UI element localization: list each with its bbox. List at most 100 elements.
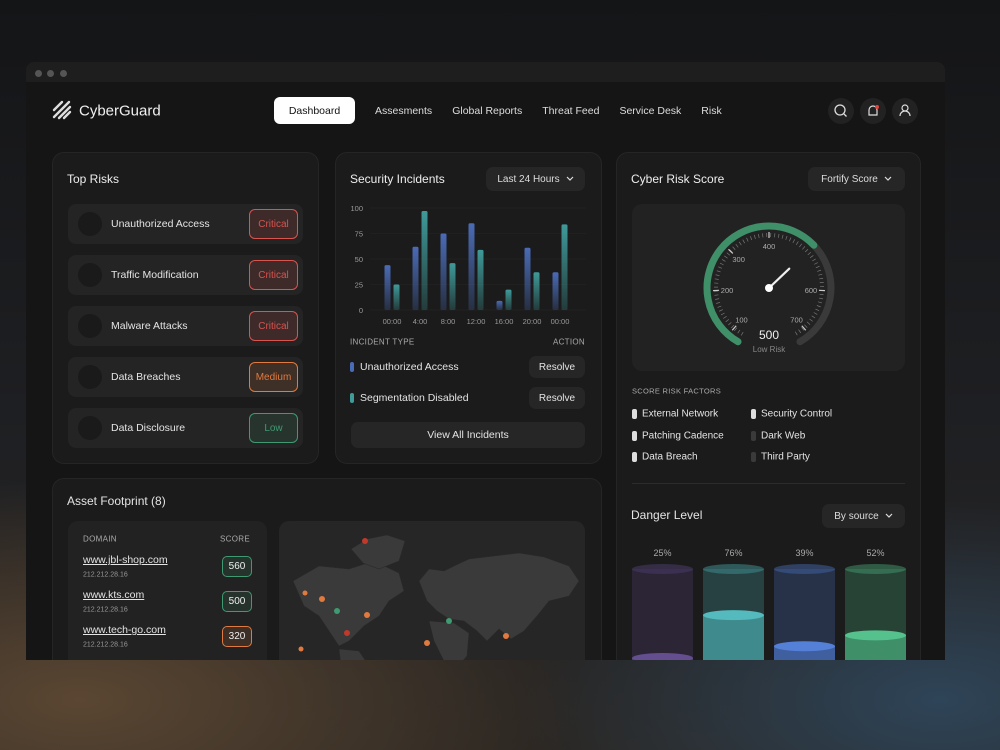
bar <box>468 223 475 310</box>
nav-item[interactable]: Service Desk <box>619 104 682 117</box>
ip: 212.212.28.16 <box>83 606 128 614</box>
needle-hub <box>765 284 773 292</box>
nav-bar: Dashboard Assesments Global Reports Threat … <box>274 97 722 124</box>
nav-item[interactable]: Risk <box>701 104 722 117</box>
percent-label: 52% <box>866 548 884 558</box>
view-all-button[interactable]: View All Incidents <box>351 422 585 448</box>
x-tick-label: 00:00 <box>383 317 402 326</box>
risk-item: Traffic Modification Critical <box>68 255 303 295</box>
bar <box>449 263 456 310</box>
search-button[interactable] <box>828 98 854 124</box>
risk-item: Data Disclosure Low <box>68 408 303 448</box>
danger-bar <box>703 615 764 660</box>
window-dot[interactable] <box>47 70 54 77</box>
x-tick-label: 8:00 <box>441 317 456 326</box>
factor-indicator <box>751 430 756 441</box>
risk-badge: Critical <box>249 260 298 290</box>
user-icon <box>899 104 911 117</box>
search-icon <box>834 104 847 117</box>
cylinder-top <box>703 564 764 574</box>
bar <box>477 249 484 310</box>
cylinder <box>632 569 693 660</box>
bar <box>421 211 428 310</box>
domain[interactable]: www.tech-go.com <box>83 624 166 636</box>
panel-title: Cyber Risk Score <box>631 172 725 186</box>
gauge-arc <box>703 222 818 346</box>
risk-item: Data Breaches Medium <box>68 357 303 397</box>
risk-icon <box>78 212 102 236</box>
resolve-button[interactable]: Resolve <box>529 387 585 409</box>
panel-title: Security Incidents <box>350 172 445 186</box>
gauge-needle <box>767 267 791 290</box>
title-bar <box>26 62 945 82</box>
x-tick-label: 16:00 <box>495 317 514 326</box>
column-header: INCIDENT TYPE <box>350 337 415 347</box>
chevron <box>885 513 893 518</box>
factor-label: External Network <box>642 408 719 420</box>
gauge: 100 200 300 400 600 700 500 Low Risk <box>703 222 835 354</box>
bar <box>561 224 568 310</box>
panel-title: Top Risks <box>67 172 120 186</box>
world-map <box>292 534 580 660</box>
notification-button[interactable] <box>860 98 886 124</box>
bar <box>505 289 512 310</box>
column-header: ACTION <box>552 337 585 347</box>
gauge-tick-label: 600 <box>805 286 818 295</box>
gauge-tick-label: 100 <box>735 316 748 325</box>
profile-button[interactable] <box>892 98 918 124</box>
score-badge: 560 <box>222 556 252 577</box>
bar <box>384 265 391 310</box>
risk-label: Unauthorized Access <box>111 218 210 230</box>
ip: 212.212.28.16 <box>83 641 128 649</box>
y-tick-label: 0 <box>359 306 363 315</box>
percent-label: 76% <box>724 548 742 558</box>
nav-item[interactable]: Global Reports <box>452 104 523 117</box>
bell-icon <box>868 105 879 116</box>
top-risks-panel: Top Risks Unauthorized Access Critical Tra… <box>52 152 319 464</box>
factor-label: Third Party <box>761 451 810 463</box>
bar <box>533 272 540 310</box>
divider <box>632 483 905 484</box>
percent-label: 39% <box>795 548 813 558</box>
bar <box>440 233 447 310</box>
resolve-button[interactable]: Resolve <box>529 356 585 378</box>
domain[interactable]: www.jbl-shop.com <box>83 554 168 566</box>
panel-title: Asset Footprint (8) <box>67 494 166 508</box>
type-indicator <box>350 362 354 372</box>
domain[interactable]: www.kts.com <box>83 589 145 601</box>
asset-table: DOMAIN SCORE www.jbl-shop.com 212.212.28.… <box>68 521 267 660</box>
filter-label: By source <box>834 510 879 522</box>
time-filter[interactable]: Last 24 Hours <box>486 167 585 191</box>
logo-icon <box>52 100 72 120</box>
gauge-tick <box>731 325 737 331</box>
nav-item[interactable]: Assesments <box>375 104 433 117</box>
asset-panel: Asset Footprint (8) DOMAIN SCORE www.jbl… <box>52 478 602 660</box>
risk-icon <box>78 416 102 440</box>
column-header: SCORE <box>220 534 250 544</box>
score-filter[interactable]: Fortify Score <box>808 167 905 191</box>
nav-item[interactable]: Threat Feed <box>542 104 600 117</box>
risk-label: Data Breaches <box>111 371 181 383</box>
risk-item: Unauthorized Access Critical <box>68 204 303 244</box>
factor-indicator <box>751 452 756 462</box>
source-filter[interactable]: By source <box>822 504 905 528</box>
danger-bar-top <box>703 610 764 621</box>
window-dot[interactable] <box>60 70 67 77</box>
bar <box>496 300 503 310</box>
map-box <box>279 521 585 660</box>
asset-dots <box>298 538 509 652</box>
gauge-tick-label: 700 <box>790 316 803 325</box>
percent-label: 25% <box>653 548 671 558</box>
window-dot[interactable] <box>35 70 42 77</box>
ip: 212.212.28.16 <box>83 571 128 579</box>
bar <box>393 284 400 310</box>
factor-indicator <box>632 430 637 441</box>
y-tick-label: 100 <box>350 204 363 213</box>
y-tick-label: 50 <box>355 255 363 264</box>
x-tick-label: 4:00 <box>413 317 428 326</box>
panel-title: Danger Level <box>631 508 703 522</box>
score-badge: 500 <box>222 591 252 612</box>
gauge-tick <box>728 248 734 254</box>
nav-item[interactable]: Dashboard <box>274 97 355 124</box>
factor-label: Security Control <box>761 408 833 420</box>
